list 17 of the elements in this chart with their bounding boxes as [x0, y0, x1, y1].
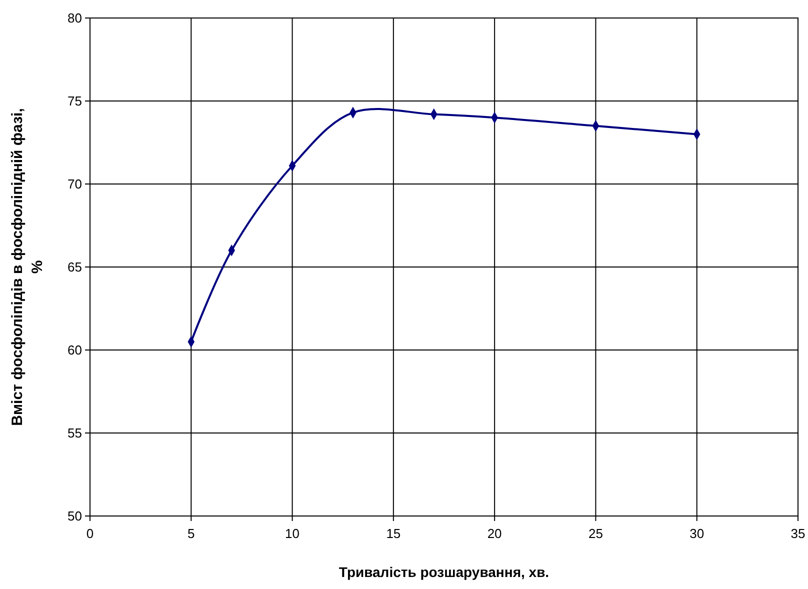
x-tick-label: 5 — [188, 526, 195, 541]
y-tick-label: 75 — [68, 94, 82, 109]
x-axis-title: Тривалість розшарування, хв. — [338, 564, 550, 580]
x-tick-label: 10 — [285, 526, 300, 541]
y-tick-label: 70 — [68, 176, 82, 192]
y-tick-label: 60 — [68, 342, 82, 358]
x-tick-label: 30 — [690, 526, 704, 541]
y-tick-label: 50 — [68, 508, 82, 524]
y-tick-label: 80 — [68, 10, 82, 26]
y-tick-label: 55 — [68, 426, 82, 441]
y-tick-label: 65 — [68, 260, 82, 275]
x-tick-label: 20 — [487, 526, 502, 541]
x-tick-label: 15 — [386, 526, 401, 541]
x-tick-label: 35 — [790, 526, 806, 541]
x-tick-label: 25 — [588, 526, 603, 541]
y-axis-title: Вміст фосфоліпідів в фосфоліпідній фазі, % — [9, 108, 46, 426]
x-tick-label: 0 — [86, 526, 94, 541]
